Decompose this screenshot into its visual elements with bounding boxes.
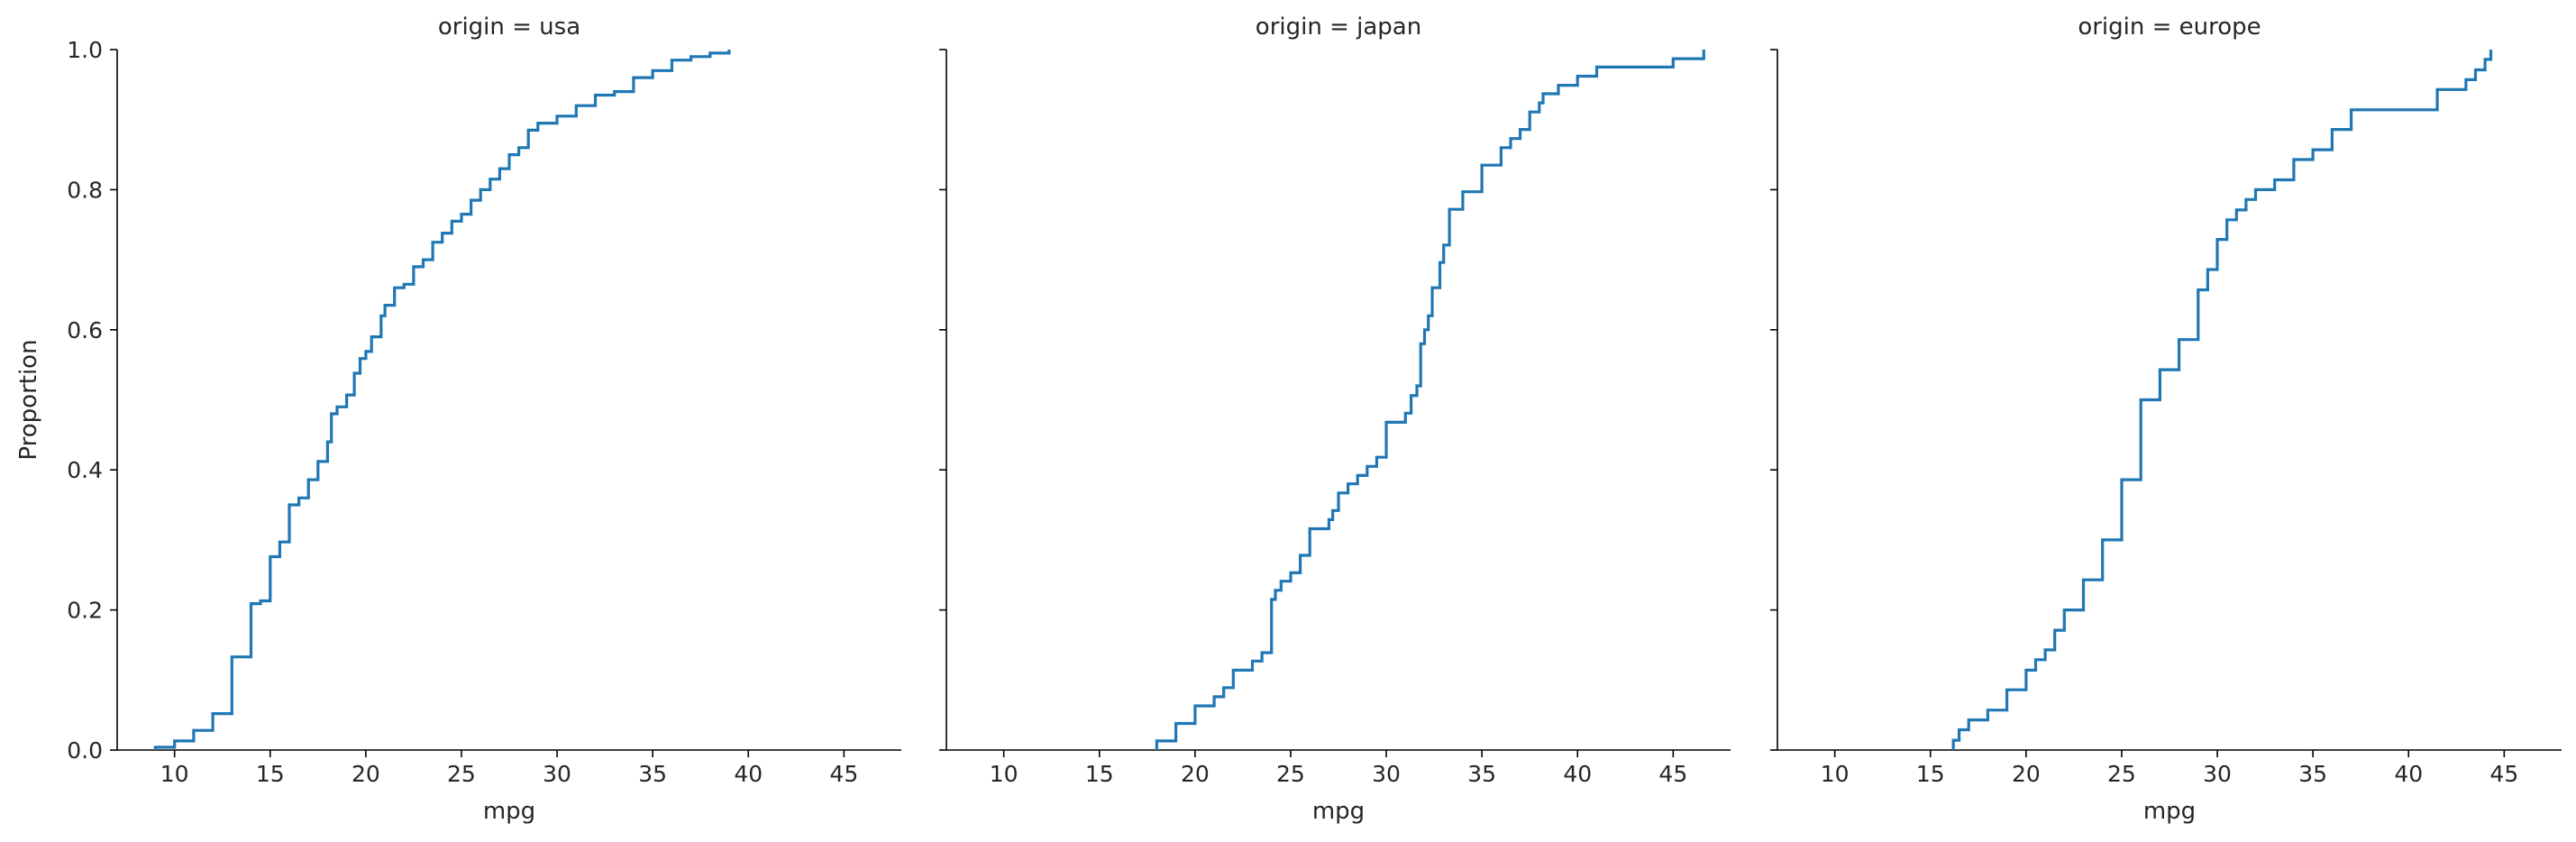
x-tick-label: 35 [638, 761, 667, 787]
ecdf-series-line [1951, 50, 2493, 750]
x-tick-label: 40 [1563, 761, 1592, 787]
x-tick-label: 35 [1467, 761, 1496, 787]
x-axis-label: mpg [483, 798, 535, 825]
x-tick-label: 25 [2107, 761, 2136, 787]
x-tick-label: 10 [1821, 761, 1850, 787]
y-tick-label: 0.0 [67, 737, 103, 764]
x-axis-label: mpg [1312, 798, 1365, 825]
x-tick-label: 15 [1085, 761, 1114, 787]
y-tick-label: 0.8 [67, 177, 103, 203]
facet-panel-1: origin = usa 10 15 20 25 30 35 40 45 0.0 0.2 0.4 0.6… [15, 14, 901, 825]
x-tick-label: 30 [2203, 761, 2232, 787]
ecdf-series-line [153, 50, 731, 750]
x-tick-label: 40 [734, 761, 763, 787]
y-tick-label: 1.0 [67, 37, 103, 63]
x-tick-label: 20 [352, 761, 380, 787]
x-tick-label: 30 [1372, 761, 1401, 787]
y-tick-label: 0.2 [67, 598, 103, 624]
y-tick-label: 0.4 [67, 457, 103, 483]
x-tick-label: 15 [256, 761, 285, 787]
panel-title: origin = japan [1256, 14, 1421, 41]
x-tick-label: 25 [1276, 761, 1305, 787]
x-tick-label: 20 [1181, 761, 1210, 787]
y-tick-label: 0.6 [67, 317, 103, 343]
facet-panel-3: origin = europe 10 15 20 25 30 35 40 45 mpg [1770, 14, 2562, 825]
x-axis-label: mpg [2143, 798, 2196, 825]
x-tick-label: 20 [2012, 761, 2041, 787]
panel-title: origin = usa [438, 14, 580, 41]
y-axis-label: Proportion [15, 339, 42, 460]
x-tick-label: 25 [447, 761, 476, 787]
x-tick-label: 45 [1658, 761, 1687, 787]
x-tick-label: 40 [2394, 761, 2423, 787]
x-tick-label: 45 [2489, 761, 2518, 787]
x-tick-label: 10 [160, 761, 189, 787]
panel-title: origin = europe [2078, 14, 2261, 41]
facet-panel-2: origin = japan 10 15 20 25 30 35 40 45 mpg [939, 14, 1731, 825]
x-tick-label: 15 [1916, 761, 1945, 787]
x-tick-label: 35 [2298, 761, 2327, 787]
x-tick-label: 45 [829, 761, 858, 787]
ecdf-series-line [1155, 50, 1705, 750]
x-tick-label: 30 [543, 761, 571, 787]
x-tick-label: 10 [990, 761, 1019, 787]
